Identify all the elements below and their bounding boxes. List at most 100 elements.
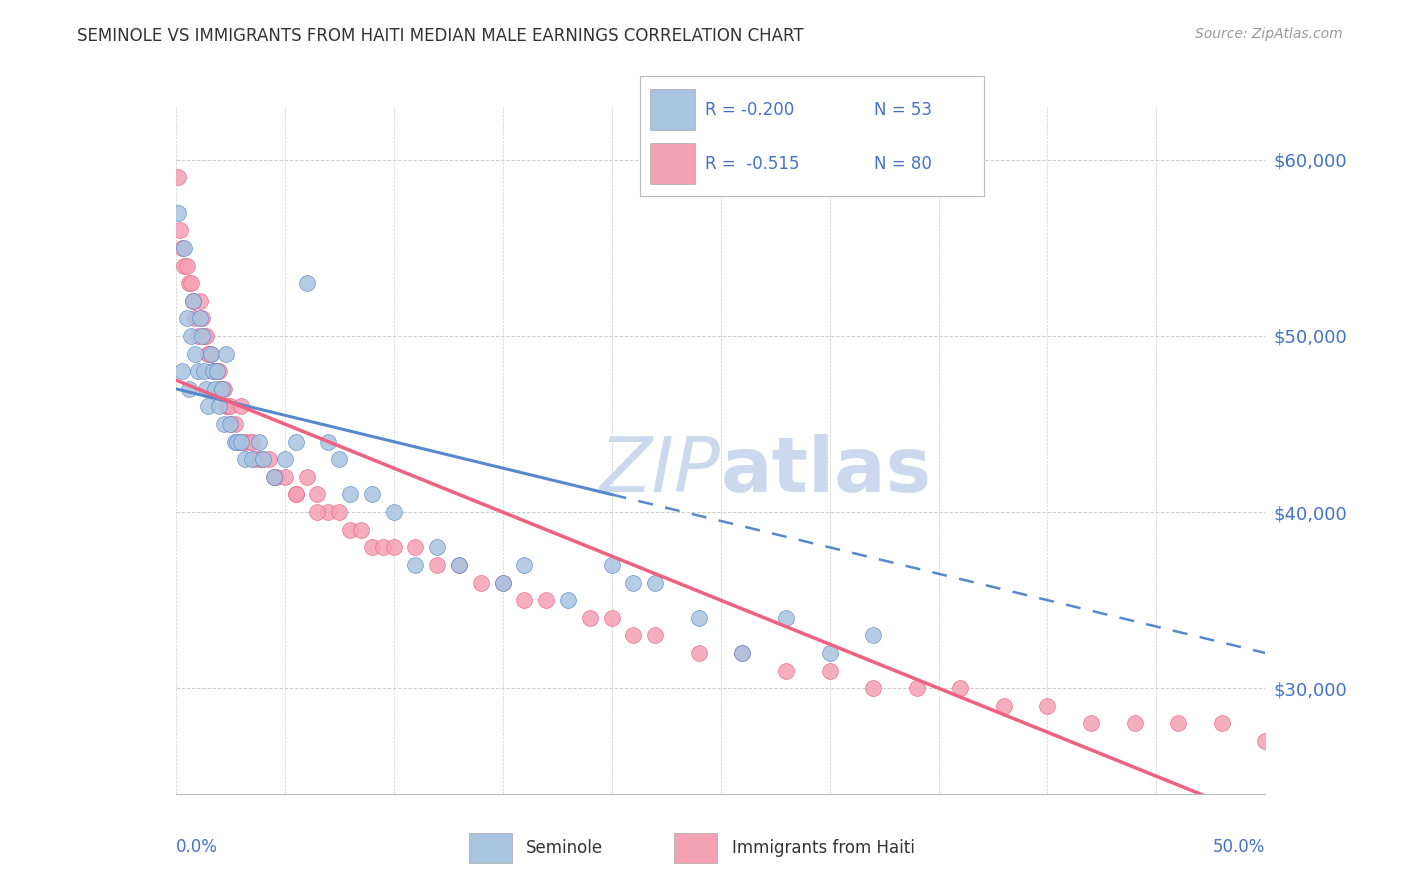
Point xyxy=(212,382,235,396)
Text: Source: ZipAtlas.com: Source: ZipAtlas.com xyxy=(1195,27,1343,41)
Point xyxy=(949,681,972,696)
Text: R =  -0.515: R = -0.515 xyxy=(706,154,800,173)
Point xyxy=(644,628,666,642)
Point xyxy=(600,558,623,572)
Point xyxy=(382,541,405,555)
Point xyxy=(426,541,449,555)
Point xyxy=(208,400,231,414)
Point xyxy=(1123,716,1146,731)
Point xyxy=(252,452,274,467)
Point xyxy=(252,452,274,467)
Point xyxy=(534,593,557,607)
Point xyxy=(307,487,329,501)
Point xyxy=(240,434,263,449)
Point xyxy=(177,276,200,290)
Point xyxy=(195,382,218,396)
Point xyxy=(447,558,470,572)
Point xyxy=(350,523,373,537)
Point xyxy=(862,681,884,696)
Point xyxy=(191,329,214,343)
Point xyxy=(197,346,219,360)
Point xyxy=(247,452,270,467)
Point xyxy=(905,681,928,696)
Point xyxy=(1211,716,1233,731)
Point xyxy=(212,417,235,431)
Point xyxy=(284,434,307,449)
Point xyxy=(181,293,204,308)
Point xyxy=(274,452,297,467)
Point xyxy=(180,329,202,343)
Point xyxy=(259,452,281,467)
Point xyxy=(295,470,318,484)
Point xyxy=(195,329,218,343)
Point xyxy=(470,575,492,590)
Point xyxy=(492,575,515,590)
Text: 0.0%: 0.0% xyxy=(176,838,218,856)
Point xyxy=(328,452,350,467)
Point xyxy=(247,434,270,449)
Point xyxy=(284,487,307,501)
Point xyxy=(775,611,797,625)
Point xyxy=(328,505,350,519)
Point xyxy=(382,505,405,519)
Point xyxy=(225,434,247,449)
Text: N = 80: N = 80 xyxy=(875,154,932,173)
Bar xyxy=(468,833,512,863)
Point xyxy=(731,646,754,660)
Point xyxy=(173,259,195,273)
Point xyxy=(172,241,194,255)
Point xyxy=(204,364,226,378)
Point xyxy=(201,364,224,378)
Point xyxy=(197,346,219,360)
Point xyxy=(600,611,623,625)
Point xyxy=(318,434,340,449)
Point xyxy=(217,400,239,414)
Point xyxy=(1254,734,1277,748)
Point xyxy=(1080,716,1102,731)
Point xyxy=(186,364,209,378)
Point xyxy=(208,364,231,378)
Point xyxy=(224,434,246,449)
Point xyxy=(172,364,194,378)
Text: SEMINOLE VS IMMIGRANTS FROM HAITI MEDIAN MALE EARNINGS CORRELATION CHART: SEMINOLE VS IMMIGRANTS FROM HAITI MEDIAN… xyxy=(77,27,804,45)
Point xyxy=(188,293,211,308)
Point xyxy=(621,575,644,590)
Point xyxy=(176,311,198,326)
Point xyxy=(862,628,884,642)
Point xyxy=(167,170,190,185)
Point xyxy=(201,364,224,378)
Point xyxy=(339,523,361,537)
Point xyxy=(176,259,198,273)
Point xyxy=(205,364,228,378)
Point xyxy=(193,329,215,343)
Point xyxy=(235,434,257,449)
Point xyxy=(621,628,644,642)
Point xyxy=(231,434,253,449)
Point xyxy=(180,276,202,290)
Point xyxy=(208,382,231,396)
Point xyxy=(492,575,515,590)
Point xyxy=(263,470,285,484)
Point xyxy=(184,311,207,326)
Text: N = 53: N = 53 xyxy=(875,101,932,119)
Text: 50.0%: 50.0% xyxy=(1213,838,1265,856)
Point xyxy=(184,346,207,360)
Point xyxy=(688,611,710,625)
Point xyxy=(405,541,427,555)
Point xyxy=(1167,716,1189,731)
Point xyxy=(360,541,382,555)
Point xyxy=(360,487,382,501)
Point xyxy=(295,276,318,290)
Bar xyxy=(650,89,695,130)
Point xyxy=(193,364,215,378)
Point xyxy=(219,400,242,414)
Point xyxy=(211,382,233,396)
Point xyxy=(205,364,228,378)
Text: R = -0.200: R = -0.200 xyxy=(706,101,794,119)
Point xyxy=(211,382,233,396)
Point xyxy=(225,434,247,449)
Text: Immigrants from Haiti: Immigrants from Haiti xyxy=(731,839,914,857)
Text: atlas: atlas xyxy=(721,434,932,508)
Point xyxy=(557,593,579,607)
Point xyxy=(993,698,1015,713)
